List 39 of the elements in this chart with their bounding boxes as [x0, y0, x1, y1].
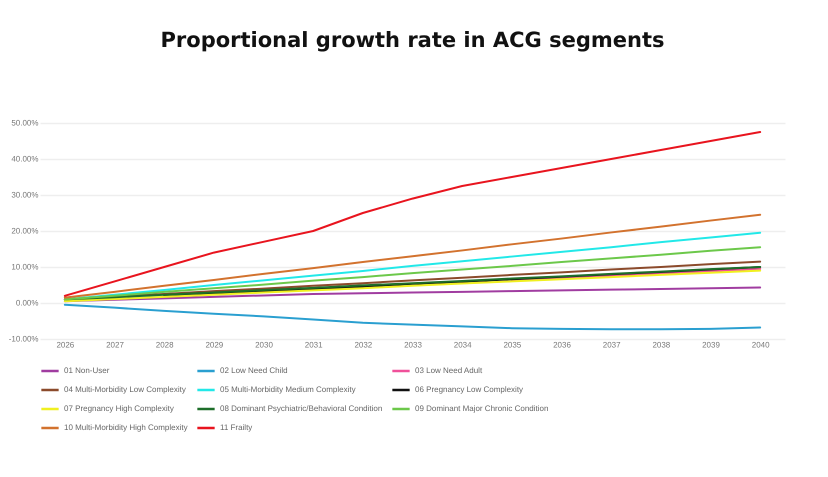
line-series	[64, 131, 762, 297]
legend-label: 04 Multi-Morbidity Low Complexity	[64, 385, 186, 394]
line-series	[64, 304, 762, 330]
x-tick-label: 2035	[503, 340, 522, 350]
y-tick-label: 40.00%	[11, 154, 38, 164]
y-tick-label: -10.00%	[8, 334, 38, 344]
x-tick-label: 2027	[106, 340, 124, 350]
x-tick-label: 2034	[454, 340, 472, 350]
x-tick-label: 2032	[354, 340, 373, 350]
chart-title: Proportional growth rate in ACG segments	[160, 28, 664, 52]
legend-label: 06 Pregnancy Low Complexity	[415, 385, 524, 394]
x-tick-label: 2040	[752, 340, 770, 350]
legend-label: 05 Multi-Morbidity Medium Complexity	[220, 385, 356, 394]
x-tick-label: 2029	[205, 340, 224, 350]
legend-label: 10 Multi-Morbidity High Complexity	[64, 423, 188, 432]
legend-label: 01 Non-User	[64, 366, 110, 375]
line-series	[64, 246, 762, 300]
y-tick-label: 30.00%	[11, 190, 38, 200]
x-tick-label: 2039	[702, 340, 720, 350]
line-series	[64, 214, 762, 299]
x-tick-label: 2031	[304, 340, 324, 350]
legend-label: 03 Low Need Adult	[415, 366, 483, 375]
legend-label: 11 Frailty	[220, 423, 252, 432]
y-tick-label: 50.00%	[11, 118, 38, 128]
legend-label: 09 Dominant Major Chronic Condition	[415, 404, 548, 413]
x-tick-label: 2036	[553, 340, 572, 350]
x-tick-label: 2037	[602, 340, 622, 350]
x-tick-label: 2038	[652, 340, 671, 350]
line-series	[510, 268, 762, 282]
x-tick-label: 2026	[56, 340, 75, 350]
y-tick-label: 10.00%	[11, 262, 38, 272]
x-tick-label: 2030	[255, 340, 274, 350]
legend-label: 08 Dominant Psychiatric/Behavioral Condition	[220, 404, 382, 413]
y-tick-label: 20.00%	[11, 226, 38, 236]
y-tick-label: 0.00%	[16, 298, 38, 308]
legend-label: 07 Pregnancy High Complexity	[64, 404, 174, 413]
x-tick-label: 2028	[156, 340, 174, 350]
x-tick-label: 2033	[404, 340, 422, 350]
legend-label: 02 Low Need Child	[220, 366, 288, 375]
